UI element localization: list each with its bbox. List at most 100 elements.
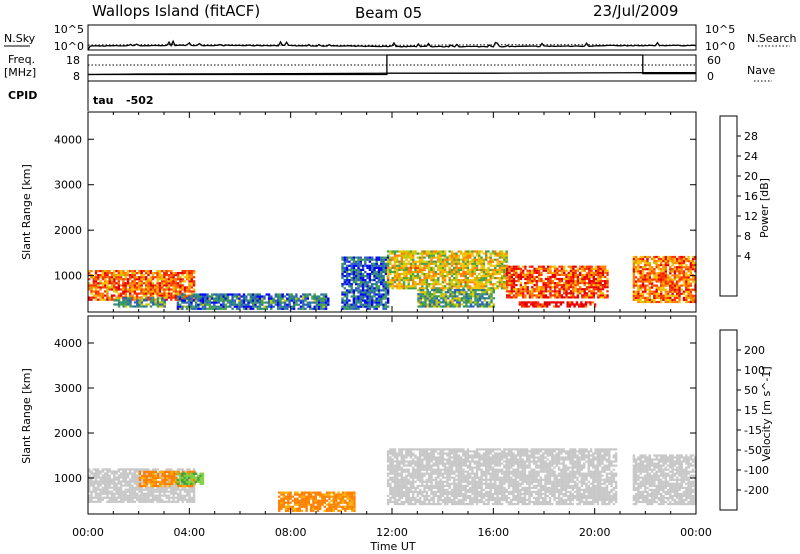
- velocity-cell: [140, 492, 143, 495]
- velocity-cell: [124, 492, 127, 495]
- velocity-cell: [287, 495, 290, 498]
- power-cell: [238, 307, 241, 310]
- velocity-cell: [321, 501, 324, 504]
- power-cell: [660, 276, 663, 279]
- power-cell: [149, 286, 152, 289]
- power-cell: [386, 289, 390, 292]
- power-cell: [412, 277, 415, 280]
- power-cell: [473, 287, 476, 290]
- power-cell: [299, 307, 303, 310]
- velocity-cell: [94, 470, 98, 473]
- power-cell: [176, 272, 180, 275]
- power-cell: [435, 297, 438, 300]
- power-cell: [682, 270, 686, 273]
- velocity-cell: [296, 507, 299, 510]
- power-cell: [671, 278, 674, 281]
- power-cell: [104, 270, 107, 273]
- power-cell: [149, 294, 152, 297]
- power-cell: [487, 266, 490, 269]
- power-cell: [199, 307, 202, 310]
- power-cell: [165, 298, 168, 301]
- velocity-cell: [179, 472, 183, 475]
- power-cell: [639, 260, 642, 263]
- power-cell: [359, 277, 362, 280]
- velocity-cell: [126, 476, 130, 479]
- power-cell: [419, 291, 422, 294]
- velocity-cell: [328, 491, 331, 494]
- power-cell: [488, 305, 491, 308]
- power-cell: [170, 294, 173, 297]
- velocity-cell: [296, 501, 299, 504]
- power-cell: [364, 262, 367, 265]
- velocity-cell: [328, 509, 331, 512]
- freq-panel-frame: [87, 54, 697, 82]
- power-cell: [556, 269, 559, 272]
- power-cell: [156, 284, 159, 287]
- power-cell: [283, 299, 287, 302]
- power-cell: [208, 303, 211, 306]
- velocity-cell: [298, 495, 301, 498]
- power-cell: [127, 301, 130, 304]
- power-cell: [488, 293, 491, 296]
- power-cell: [434, 275, 438, 278]
- power-cell: [352, 279, 356, 282]
- velocity-cell: [147, 488, 150, 491]
- power-cell: [421, 281, 424, 284]
- power-cell: [245, 297, 248, 300]
- velocity-cell: [168, 472, 171, 475]
- power-cell: [480, 250, 483, 253]
- power-cell: [542, 284, 545, 287]
- power-cell: [254, 293, 257, 296]
- power-cell: [458, 297, 461, 300]
- power-cell: [138, 286, 141, 289]
- velocity-cell: [188, 492, 191, 495]
- velocity-cell: [289, 493, 292, 496]
- power-cell: [421, 297, 425, 300]
- power-cell: [375, 307, 378, 310]
- power-cell: [373, 266, 376, 269]
- power-cell: [350, 287, 353, 290]
- velocity-cell: [167, 500, 171, 503]
- power-cell: [632, 264, 636, 267]
- power-cell: [576, 280, 580, 283]
- power-cell: [90, 270, 93, 273]
- velocity-cell: [145, 482, 148, 486]
- power-cell: [639, 298, 642, 301]
- power-cell: [417, 301, 420, 304]
- velocity-cell: [280, 499, 283, 502]
- power-cell: [439, 275, 442, 278]
- power-cell: [345, 264, 349, 267]
- power-cell: [666, 294, 670, 297]
- power-cell: [364, 295, 367, 298]
- power-cell: [505, 277, 508, 280]
- power-cell: [601, 288, 605, 291]
- power-cell: [553, 294, 557, 297]
- power-cell: [556, 267, 559, 270]
- power-cell: [639, 255, 642, 259]
- power-cell: [99, 276, 102, 279]
- power-cell: [496, 262, 499, 265]
- power-cell: [655, 262, 658, 265]
- power-cell: [324, 297, 328, 300]
- power-cell: [396, 279, 399, 282]
- power-cell: [582, 303, 585, 306]
- power-cell: [430, 260, 433, 263]
- power-cell: [579, 292, 582, 295]
- power-cell: [644, 262, 647, 265]
- velocity-cell: [185, 478, 189, 481]
- velocity-cell: [124, 498, 127, 501]
- power-cell: [373, 279, 376, 282]
- power-cell: [183, 276, 187, 279]
- velocity-cell: [192, 498, 196, 501]
- power-cell: [135, 296, 139, 299]
- power-cell: [664, 266, 667, 269]
- power-cell: [327, 301, 330, 304]
- power-cell: [579, 280, 582, 283]
- velocity-cell: [165, 494, 168, 497]
- power-cell: [464, 272, 467, 276]
- velocity-cell: [156, 480, 160, 484]
- power-cell: [450, 275, 454, 278]
- power-cell: [204, 301, 207, 304]
- power-cell: [400, 272, 403, 276]
- power-cell: [149, 288, 152, 291]
